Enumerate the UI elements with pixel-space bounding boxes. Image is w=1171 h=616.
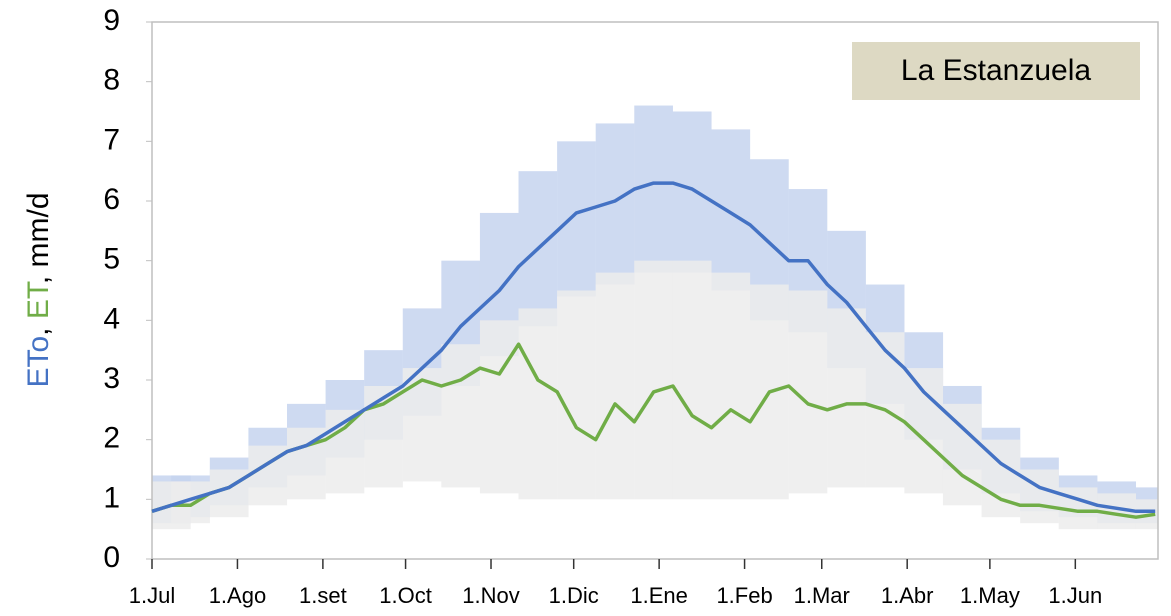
y-tick-label: 6	[103, 183, 120, 216]
y-tick-label: 9	[103, 4, 120, 37]
x-tick-label: 1.Dic	[549, 583, 599, 608]
annotation-box	[852, 42, 1140, 100]
x-tick-label: 1.Nov	[462, 583, 519, 608]
x-tick-label: 1.May	[960, 583, 1020, 608]
x-tick-label: 1.Mar	[794, 583, 850, 608]
y-tick-label: 8	[103, 64, 120, 97]
y-tick-label: 5	[103, 243, 120, 276]
y-tick-label: 2	[103, 422, 120, 455]
series-line	[151, 342, 1156, 519]
range-bar	[672, 111, 712, 273]
range-bar	[479, 320, 519, 494]
y-tick-label: 1	[103, 481, 120, 514]
y-label-unit: , mm/d	[22, 192, 55, 284]
range-bar	[557, 290, 596, 500]
x-tick-label: 1.Jun	[1048, 583, 1102, 608]
y-label-sep: ,	[22, 319, 55, 336]
range-bar	[634, 260, 673, 500]
series-line	[151, 181, 1156, 514]
y-tick-label: 7	[103, 123, 120, 156]
range-bar	[711, 129, 751, 291]
range-bar	[827, 308, 866, 488]
x-tick-label: 1.Ago	[209, 583, 267, 608]
y-tick-label: 4	[103, 302, 120, 335]
x-tick-label: 1.Oct	[379, 583, 432, 608]
x-tick-label: 1.Abr	[881, 583, 934, 608]
range-bar	[441, 344, 481, 488]
range-bar	[942, 403, 982, 506]
annotation: La Estanzuela	[901, 54, 1091, 87]
range-bar	[557, 141, 596, 297]
range-bar	[672, 260, 712, 500]
plot-frame	[151, 21, 1159, 560]
y-tick-label: 0	[103, 541, 120, 574]
range-bar	[518, 308, 558, 500]
y-tick-label: 3	[103, 362, 120, 395]
y-axis-label: ETo, ET, mm/d	[22, 192, 55, 387]
range-bar	[364, 385, 403, 488]
range-bar	[634, 105, 673, 273]
x-tick-label: 1.set	[299, 583, 347, 608]
x-tick-label: 1.Jul	[129, 583, 175, 608]
x-tick-label: 1.Feb	[716, 583, 772, 608]
y-label-et: ET	[22, 281, 55, 319]
y-label-eto: ETo	[22, 336, 55, 388]
range-bar	[711, 272, 751, 500]
x-tick-label: 1.Ene	[630, 583, 688, 608]
range-bar	[904, 368, 944, 494]
range-bar	[595, 272, 635, 500]
